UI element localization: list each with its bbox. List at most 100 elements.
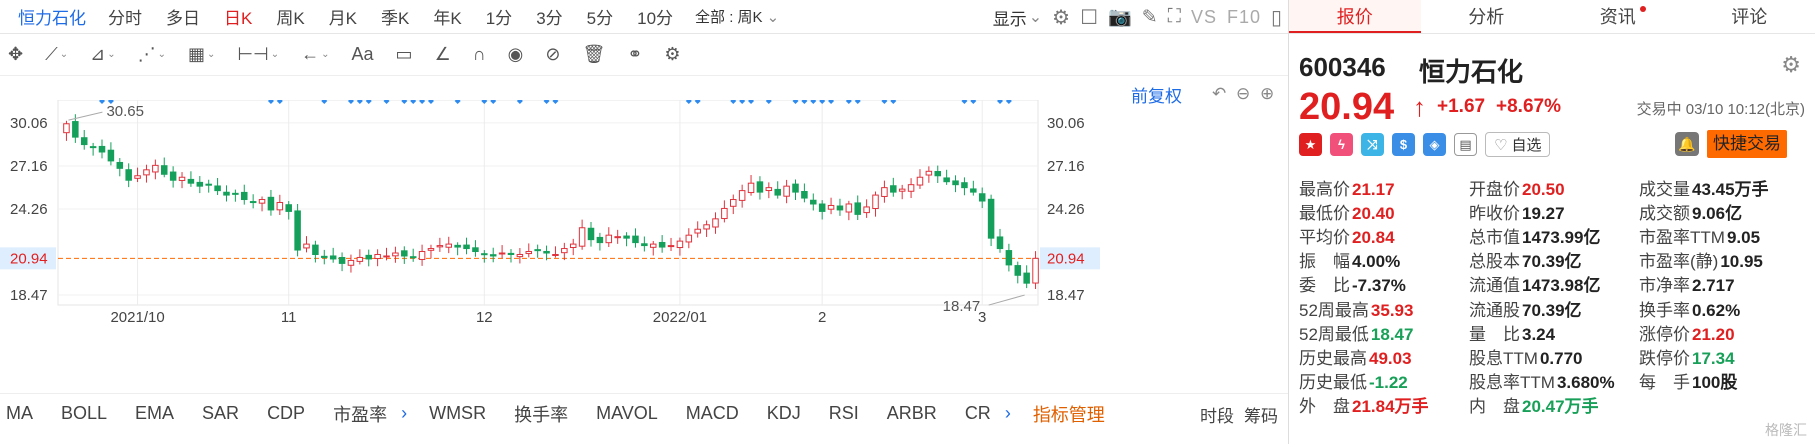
indicator-macd[interactable]: MACD bbox=[685, 403, 739, 423]
stat-cell: 历史最高 49.03 bbox=[1299, 344, 1469, 369]
period-intraday[interactable]: 分时 bbox=[108, 9, 142, 28]
indicator-rsi[interactable]: RSI bbox=[828, 403, 859, 423]
arrow-tool-icon[interactable]: ← ⌄ bbox=[301, 44, 330, 64]
stat-label: 最高价 bbox=[1299, 179, 1350, 199]
stat-label: 委 比 bbox=[1299, 276, 1350, 296]
display-menu-button[interactable]: 显示 bbox=[992, 9, 1027, 29]
period-5min[interactable]: 5分 bbox=[586, 9, 614, 28]
stat-value: 20.50 bbox=[1522, 179, 1565, 199]
add-watchlist-button[interactable]: ♡ 自选 bbox=[1485, 132, 1551, 157]
candle-body bbox=[454, 244, 461, 248]
vs-compare-button[interactable]: VS bbox=[1190, 6, 1217, 27]
indicator-kdj[interactable]: KDJ bbox=[766, 403, 801, 423]
settings-gear-icon[interactable]: ⚙ bbox=[1052, 6, 1071, 29]
stock-name-tab[interactable]: 恒力石化 bbox=[18, 9, 86, 28]
stat-value: -7.37% bbox=[1352, 276, 1406, 296]
fullscreen-icon[interactable]: ⛶ bbox=[1167, 6, 1181, 27]
magnet-icon[interactable]: ∩ bbox=[472, 44, 486, 64]
period-yearly-k[interactable]: 年K bbox=[433, 9, 462, 28]
period-monthly-k[interactable]: 月K bbox=[328, 9, 358, 28]
hide-icon[interactable]: ⊘ bbox=[545, 44, 561, 64]
indicator-cdp[interactable]: CDP bbox=[267, 403, 306, 423]
indicator-arbr[interactable]: ARBR bbox=[886, 403, 937, 423]
event-diamond-icon bbox=[267, 100, 274, 104]
price-adjust-toggle[interactable]: 前复权 bbox=[1131, 87, 1182, 106]
margin-icon[interactable]: ϟ bbox=[1330, 133, 1353, 156]
indicator-wmsr[interactable]: WMSR bbox=[429, 403, 487, 423]
gear-icon[interactable]: ⚙ bbox=[1781, 52, 1801, 77]
stat-label: 股息TTM bbox=[1469, 348, 1538, 368]
quick-trade-button[interactable]: 快捷交易 bbox=[1707, 130, 1787, 158]
f10-button[interactable]: F10 bbox=[1226, 6, 1261, 27]
tab-analysis[interactable]: 分析 bbox=[1468, 7, 1505, 27]
indicator-manage-button[interactable]: 指标管理 bbox=[1032, 404, 1105, 425]
chevron-down-icon: ⌄ bbox=[1028, 9, 1043, 26]
chevron-right-icon[interactable]: › bbox=[1004, 403, 1011, 423]
indicator-pe[interactable]: 市盈率 bbox=[333, 404, 388, 425]
candle-body bbox=[943, 177, 950, 183]
ray-tool-icon[interactable]: ⊿ ⌄ bbox=[90, 44, 116, 64]
camera-icon[interactable]: 📷 bbox=[1108, 7, 1132, 28]
period-1min[interactable]: 1分 bbox=[485, 9, 513, 28]
zoom-out-icon[interactable]: ⊖ bbox=[1236, 84, 1251, 103]
event-diamond-icon bbox=[739, 100, 746, 104]
undo-icon[interactable]: ↶ bbox=[1212, 84, 1227, 103]
event-diamond-icon bbox=[810, 100, 817, 104]
stat-value: 35.93 bbox=[1370, 300, 1414, 320]
indicator-mavol[interactable]: MAVOL bbox=[596, 403, 658, 423]
zoom-in-icon[interactable]: ⊕ bbox=[1260, 84, 1275, 103]
tag-icon[interactable]: ◈ bbox=[1423, 133, 1446, 156]
indicator-sar[interactable]: SAR bbox=[202, 403, 240, 423]
event-diamond-icon bbox=[881, 100, 888, 104]
candle-body bbox=[747, 182, 755, 194]
notebook-icon[interactable]: ▤ bbox=[1454, 133, 1477, 156]
indicator-boll[interactable]: BOLL bbox=[61, 403, 108, 423]
range-tool-icon[interactable]: ⊢⊣ ⌄ bbox=[237, 44, 280, 64]
period-multiday[interactable]: 多日 bbox=[166, 9, 200, 28]
link-icon[interactable]: ⚭ bbox=[627, 44, 643, 64]
chevron-right-icon[interactable]: › bbox=[401, 403, 408, 423]
bell-icon[interactable]: 🔔 bbox=[1675, 132, 1699, 156]
eye-icon[interactable]: ◉ bbox=[507, 44, 524, 64]
indicator-turnover[interactable]: 换手率 bbox=[514, 404, 569, 425]
candle-body bbox=[338, 257, 346, 264]
indicator-ema[interactable]: EMA bbox=[135, 403, 175, 423]
tab-comments[interactable]: 评论 bbox=[1731, 7, 1768, 27]
indicator-cr[interactable]: CR bbox=[964, 403, 991, 423]
comment-tool-icon[interactable]: ▭ bbox=[395, 44, 413, 64]
indicator-ma[interactable]: MA bbox=[6, 403, 33, 423]
stat-label: 总股本 bbox=[1469, 252, 1520, 272]
period-10min[interactable]: 10分 bbox=[637, 9, 674, 28]
stat-cell: 最低价 20.40 bbox=[1299, 199, 1469, 224]
candlestick-chart[interactable]: 2021/10 11 12 2022/01 2 3 30.06 30.06 27.16 27.16… bbox=[0, 100, 1288, 390]
shuffle-icon[interactable]: ⤨ bbox=[1361, 133, 1384, 156]
range-period-select[interactable]: 全部 : 周K ⌄ bbox=[695, 6, 779, 27]
box-select-icon[interactable]: ☐ bbox=[1080, 6, 1099, 29]
period-3min[interactable]: 3分 bbox=[536, 9, 563, 28]
angle-tool-icon[interactable]: ∠ bbox=[434, 44, 451, 64]
pen-icon[interactable]: ✎ bbox=[1141, 6, 1158, 28]
period-weekly-k[interactable]: 周K bbox=[276, 9, 305, 28]
line-tool-icon[interactable]: ⟋ ⌄ bbox=[45, 44, 69, 64]
period-quarterly-k[interactable]: 季K bbox=[381, 9, 410, 28]
tab-news-label: 资讯 bbox=[1599, 7, 1636, 27]
trash-icon[interactable]: 🗑 bbox=[582, 44, 606, 64]
candle-body bbox=[329, 255, 337, 260]
stat-value: 2.717 bbox=[1692, 276, 1735, 296]
move-cross-icon[interactable]: ✥ bbox=[8, 44, 24, 64]
wave-tool-icon[interactable]: ⋰ ⌄ bbox=[137, 44, 166, 64]
text-tool-icon[interactable]: Aa bbox=[351, 44, 374, 64]
plot-frame bbox=[57, 100, 1039, 306]
tab-quote[interactable]: 报价 bbox=[1289, 0, 1421, 33]
chips-button[interactable]: 筹码 bbox=[1244, 406, 1278, 426]
stat-cell: 最高价 21.17 bbox=[1299, 175, 1469, 200]
period-daily-k[interactable]: 日K bbox=[224, 9, 253, 28]
dollar-icon[interactable]: $ bbox=[1392, 133, 1415, 156]
draw-settings-icon[interactable]: ⚙ bbox=[664, 44, 681, 64]
tab-news[interactable]: 资讯 bbox=[1552, 0, 1684, 33]
sidebar-toggle-icon[interactable]: ▯ bbox=[1270, 6, 1282, 29]
candle-body bbox=[312, 244, 319, 255]
time-segment-button[interactable]: 时段 bbox=[1200, 406, 1234, 426]
fibonacci-tool-icon[interactable]: ▦ ⌄ bbox=[187, 44, 216, 64]
candle-body bbox=[569, 243, 577, 249]
